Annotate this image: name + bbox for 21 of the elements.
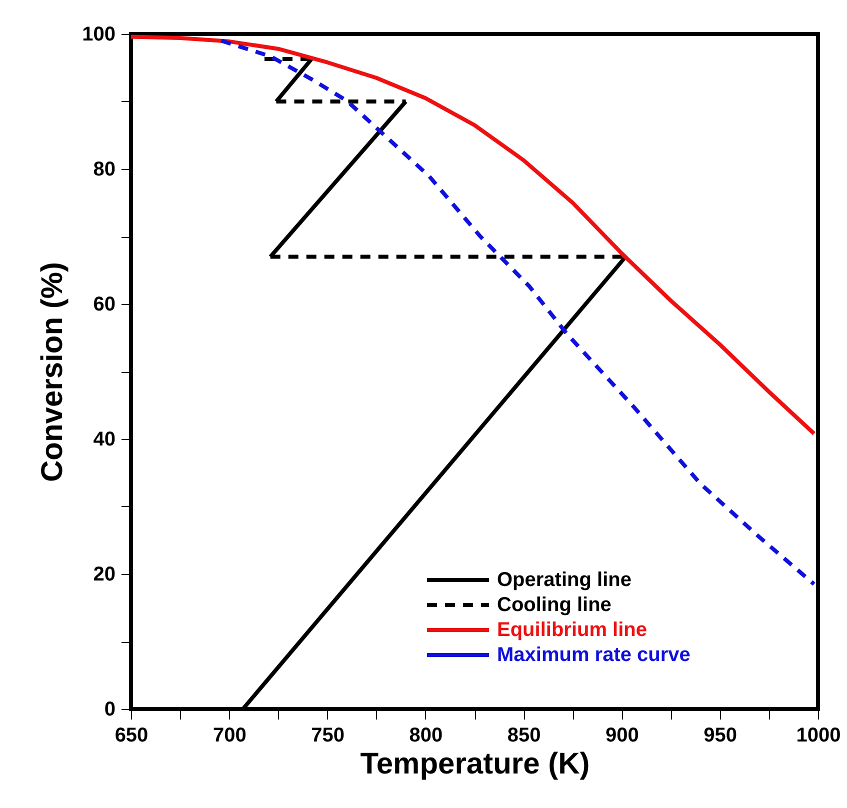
legend-label: Maximum rate curve [497,644,690,666]
x-tick-label: 900 [606,724,639,746]
x-tick-label: 650 [114,724,148,746]
x-tick-label: 950 [704,724,738,746]
legend-label: Equilibrium line [497,619,648,641]
line-series [131,34,816,436]
y-axis-title: Conversion (%) [36,262,70,482]
legend-label: Operating line [497,569,632,591]
y-tick-label: 20 [93,564,116,586]
legend-label: Cooling line [497,594,612,616]
x-tick-label: 1000 [796,724,841,746]
y-tick-label: 0 [104,698,116,720]
y-tick-label: 100 [82,24,116,46]
x-tick-label: 800 [409,724,443,746]
y-tick-label: 60 [93,294,116,316]
x-tick-label: 850 [507,724,541,746]
x-tick-label: 750 [311,724,344,746]
x-axis-title: Temperature (K) [360,748,590,780]
x-tick-label: 700 [212,724,246,746]
y-tick-label: 40 [93,428,116,450]
y-tick-label: 80 [93,158,116,180]
